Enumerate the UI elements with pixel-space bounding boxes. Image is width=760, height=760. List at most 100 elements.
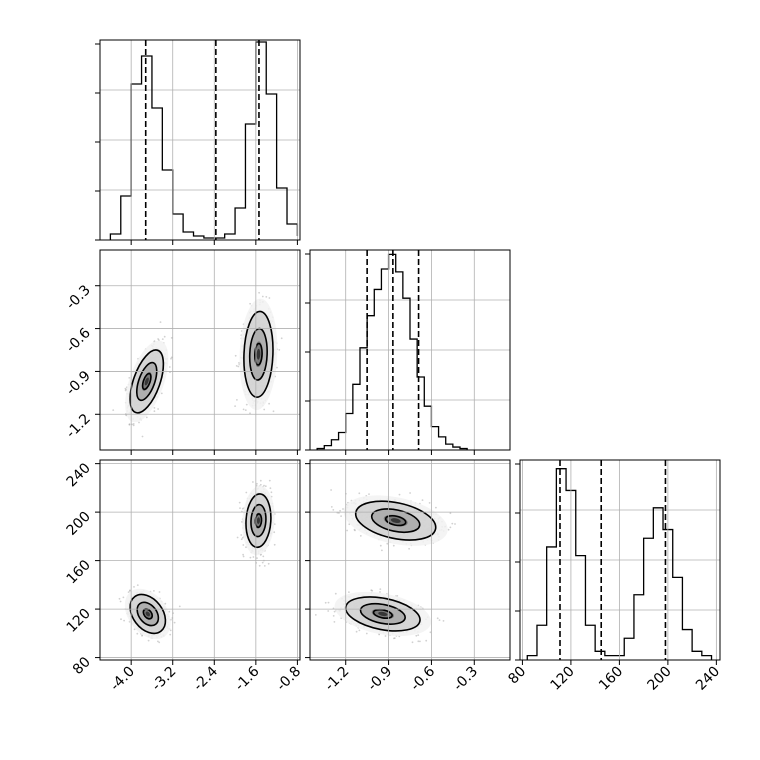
joint-a-b-ytick-label-3: -0.3	[63, 282, 94, 313]
joint-a-b-cluster-0-point	[163, 335, 166, 338]
joint-a-b-cluster-1-contour-0	[243, 310, 274, 398]
joint-b-c-cluster-1-point	[354, 529, 356, 532]
joint-a-b-cluster-1-point	[278, 349, 281, 351]
joint-b-c-cluster-0-point	[384, 635, 387, 637]
joint-a-b-cluster-0-point	[112, 409, 115, 411]
joint-a-c-cluster-0-point	[120, 618, 122, 621]
joint-b-c-cluster-0-point	[355, 630, 358, 633]
joint-a-c-cluster-0-point	[173, 621, 176, 624]
joint-a-c-cluster-0-point	[169, 633, 172, 636]
joint-a-b-cluster-0-point	[170, 356, 173, 359]
joint-a-b-cluster-0-contour-1	[135, 361, 158, 402]
joint-a-b-cluster-1-point	[235, 365, 238, 367]
joint-a-b-cluster-1-point	[265, 296, 268, 298]
joint-a-b-cluster-1-point	[263, 408, 266, 411]
joint-a-b-cluster-0-point	[153, 407, 156, 409]
hist-c	[520, 460, 720, 660]
joint-a-b-cluster-1-point	[280, 337, 283, 340]
joint-a-c-cluster-0-point	[169, 629, 172, 632]
joint-a-c-cluster-0-point	[123, 619, 125, 622]
joint-a-c-cluster-0-point	[118, 597, 121, 600]
joint-b-c-cluster-0-point	[327, 601, 330, 604]
hist-b	[310, 250, 510, 450]
joint-a-b-cluster-1-point	[249, 302, 252, 305]
joint-b-c-cluster-1-point	[386, 542, 389, 545]
joint-b-c-cluster-0	[314, 588, 445, 644]
joint-a-c-cluster-0-point	[136, 632, 139, 635]
joint-b-c-cluster-0-point	[324, 601, 327, 604]
joint-a-c-xtick-label-4: -0.8	[274, 664, 305, 695]
joint-b-c-cluster-0-point	[365, 632, 368, 635]
joint-b-c-cluster-0-point	[358, 629, 361, 632]
joint-b-c-cluster-0-point	[417, 640, 420, 643]
hist-a-frame	[99, 39, 301, 241]
joint-a-c-cluster-1-point	[264, 485, 267, 488]
joint-b-c-cluster-0-point	[327, 610, 330, 612]
joint-a-b-ytick-label-0: -1.2	[63, 411, 94, 442]
joint-b-c-cluster-1-point	[332, 509, 335, 511]
joint-a-b-cluster-1-point	[272, 410, 275, 413]
joint-b-c-cluster-0-point	[436, 617, 439, 620]
joint-a-c-cluster-0-point	[158, 641, 161, 644]
hist-c-xtick-label-3: 200	[644, 664, 674, 694]
joint-a-b-cluster-0-point	[170, 337, 173, 339]
joint-a-b-cluster-1-point	[238, 362, 240, 364]
joint-a-c-cluster-0-contour-2	[142, 608, 154, 620]
joint-a-c-cluster-0-point	[147, 639, 150, 642]
joint-a-b-cluster-1-point	[249, 412, 251, 415]
joint-a-b-cluster-1-point	[234, 354, 237, 357]
joint-a-b-cluster-1-point	[237, 365, 240, 368]
joint-a-b-cluster-0-point	[124, 389, 127, 392]
joint-b-c-cluster-0-point	[393, 637, 395, 640]
joint-b-c-cluster-1-point	[359, 535, 362, 537]
joint-a-c-cluster-1-point	[259, 479, 262, 482]
hist-c-xtick-label-1: 120	[548, 664, 578, 694]
joint-a-b-cluster-1-point	[268, 402, 270, 405]
joint-a-c-cluster-1-point	[238, 501, 241, 504]
joint-a-c-cluster-1-contour-0	[245, 493, 272, 549]
joint-a-b-cluster-0-point	[138, 421, 140, 424]
joint-b-c-cluster-0-point	[393, 637, 396, 639]
joint-a-b-cluster-0-density-4	[144, 377, 149, 386]
joint-b-c-cluster-0-point	[314, 614, 317, 616]
joint-a-c-cluster-0-density-4	[145, 611, 150, 617]
hist-c-xtick-label-4: 240	[693, 664, 723, 694]
joint-a-b-cluster-0-point	[124, 387, 127, 390]
joint-a-c-xtick-label-3: -1.6	[232, 663, 263, 694]
joint-a-c-cluster-1-point	[242, 553, 245, 556]
joint-a-c-cluster-1-point	[252, 481, 254, 483]
joint-b-c-cluster-0-contour-2	[372, 608, 393, 619]
hist-c-xtick-label-2: 160	[596, 664, 626, 694]
joint-b-c-cluster-0-point	[425, 639, 428, 642]
joint-a-b-cluster-0-contour-2	[141, 372, 152, 391]
joint-b-c-cluster-0-point	[419, 640, 421, 643]
joint-a-c-ytick-label-2: 160	[64, 557, 94, 587]
joint-a-c-cluster-1-point	[236, 536, 239, 539]
joint-a-b-cluster-0-point	[145, 416, 148, 419]
joint-a-b-cluster-1-point	[258, 291, 260, 294]
joint-a-c-cluster-1-contour-2	[254, 513, 263, 529]
joint-a-c-cluster-1-point	[268, 479, 271, 482]
joint-a-b-frame	[99, 249, 301, 451]
joint-a-c-cluster-1-point	[273, 543, 276, 546]
joint-b-c-cluster-1	[330, 489, 456, 552]
joint-a-b-cluster-0-point	[159, 321, 162, 323]
joint-b-c-cluster-0-point	[333, 621, 336, 623]
hist-a	[100, 40, 300, 240]
joint-a-b-cluster-1-point	[244, 409, 247, 411]
joint-a-b-cluster-0-point	[141, 435, 144, 438]
hist-b-frame	[309, 249, 511, 451]
joint-b-c-cluster-0-point	[442, 620, 445, 622]
joint-a-c-cluster-1-point	[259, 483, 262, 486]
joint-b-c-cluster-0-contour-1	[359, 602, 406, 625]
joint-a-c-cluster-0-point	[129, 589, 131, 592]
joint-b-c-cluster-1-point	[428, 502, 431, 504]
joint-a-c-xtick-label-2: -2.4	[190, 663, 221, 694]
joint-a-b-cluster-1-density-4	[256, 348, 261, 360]
joint-a-c-cluster-1-density-4	[256, 517, 260, 524]
joint-b-c-cluster-1-point	[421, 499, 424, 501]
joint-a-c-cluster-0-point	[129, 590, 131, 592]
joint-a-c-cluster-1-point	[240, 538, 243, 541]
joint-a-c-cluster-0-contour-1	[136, 601, 160, 627]
joint-a-b-cluster-0-point	[161, 338, 164, 340]
